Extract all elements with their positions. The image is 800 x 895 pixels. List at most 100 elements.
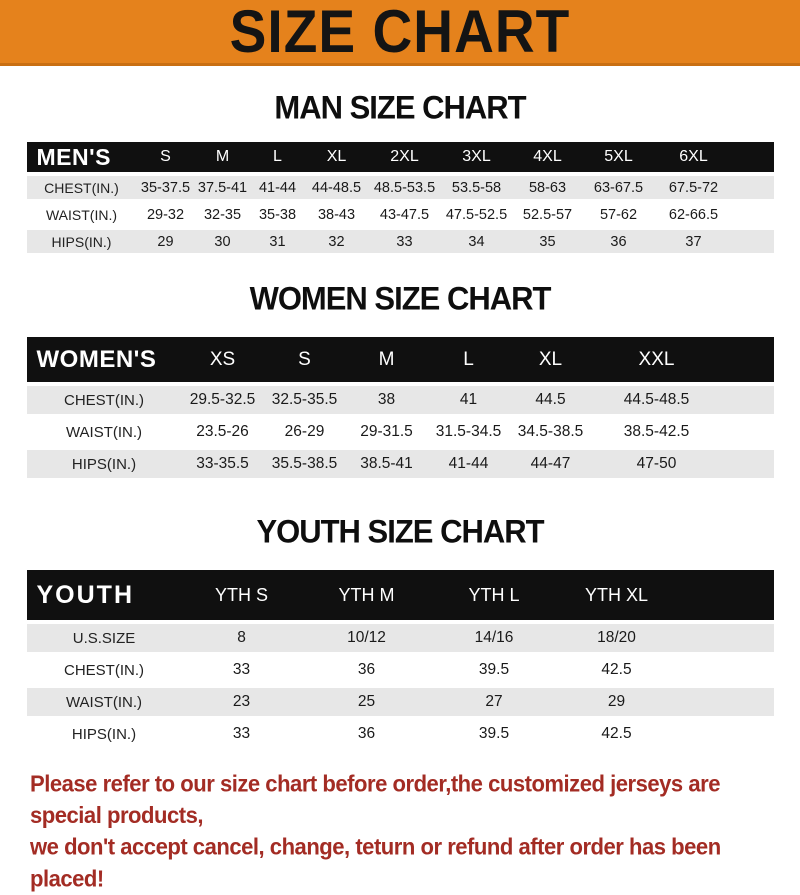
cell: 47.5-52.5 — [440, 203, 513, 226]
row-label: CHEST(IN.) — [26, 176, 137, 199]
cell-filler — [732, 230, 774, 253]
cell: 63-67.5 — [582, 176, 655, 199]
women-size-col-s: S — [263, 337, 346, 382]
men-size-col-s: S — [136, 142, 195, 172]
cell: 35 — [512, 230, 583, 253]
cell: 36 — [301, 656, 432, 684]
men-size-col-3xl: 3XL — [440, 142, 513, 172]
page-title: SIZE CHART — [229, 0, 571, 66]
cell-filler — [721, 386, 774, 414]
cell: 37.5-41 — [194, 176, 251, 199]
women-waist-row: WAIST(IN.) 23.5-26 26-29 29-31.5 31.5-34… — [26, 418, 774, 446]
cell: 37 — [654, 230, 733, 253]
cell: 35.5-38.5 — [263, 450, 346, 478]
cell: 38 — [345, 386, 428, 414]
men-size-col-2xl: 2XL — [368, 142, 441, 172]
cell: 29-32 — [136, 203, 195, 226]
cell-filler — [676, 720, 774, 748]
youth-waist-row: WAIST(IN.) 23 25 27 29 — [26, 688, 774, 716]
men-size-col-6xl: 6XL — [654, 142, 733, 172]
women-size-table: WOMEN'S XS S M L XL XXL CHEST(IN.) 29.5-… — [26, 333, 774, 482]
cell: 30 — [194, 230, 251, 253]
cell: 43-47.5 — [368, 203, 441, 226]
youth-header-filler — [676, 570, 774, 620]
cell: 23 — [181, 688, 302, 716]
banner: SIZE CHART — [0, 0, 800, 66]
men-hips-row: HIPS(IN.) 29 30 31 32 33 34 35 36 37 — [26, 230, 774, 253]
men-size-table: MEN'S S M L XL 2XL 3XL 4XL 5XL 6XL CHEST… — [26, 138, 774, 257]
row-label: WAIST(IN.) — [26, 418, 182, 446]
cell: 31 — [250, 230, 305, 253]
cell: 32 — [304, 230, 369, 253]
cell: 38.5-41 — [345, 450, 428, 478]
cell: 38.5-42.5 — [591, 418, 722, 446]
men-size-col-5xl: 5XL — [582, 142, 655, 172]
cell: 36 — [301, 720, 432, 748]
cell: 44.5-48.5 — [591, 386, 722, 414]
cell: 29 — [136, 230, 195, 253]
disclaimer-line-2: we don't accept cancel, change, teturn o… — [30, 834, 721, 892]
youth-hips-row: HIPS(IN.) 33 36 39.5 42.5 — [26, 720, 774, 748]
cell: 39.5 — [431, 656, 557, 684]
cell-filler — [676, 688, 774, 716]
cell: 38-43 — [304, 203, 369, 226]
men-size-col-xl: XL — [304, 142, 369, 172]
women-size-col-m: M — [345, 337, 428, 382]
women-header-row: WOMEN'S XS S M L XL XXL — [26, 337, 774, 382]
men-header-row: MEN'S S M L XL 2XL 3XL 4XL 5XL 6XL — [26, 142, 774, 172]
row-label: WAIST(IN.) — [26, 688, 182, 716]
cell: 34.5-38.5 — [509, 418, 592, 446]
cell: 67.5-72 — [654, 176, 733, 199]
men-section-title: MAN SIZE CHART — [274, 89, 526, 126]
row-label: U.S.SIZE — [26, 624, 182, 652]
women-header-filler — [721, 337, 774, 382]
order-disclaimer: Please refer to our size chart before or… — [30, 768, 785, 895]
cell-filler — [721, 450, 774, 478]
cell: 53.5-58 — [440, 176, 513, 199]
women-size-col-xs: XS — [181, 337, 264, 382]
cell-filler — [721, 418, 774, 446]
youth-size-col-l: YTH L — [431, 570, 557, 620]
men-waist-row: WAIST(IN.) 29-32 32-35 35-38 38-43 43-47… — [26, 203, 774, 226]
cell: 47-50 — [591, 450, 722, 478]
cell-filler — [676, 624, 774, 652]
cell: 32.5-35.5 — [263, 386, 346, 414]
cell: 48.5-53.5 — [368, 176, 441, 199]
cell: 8 — [181, 624, 302, 652]
youth-header-label: YOUTH — [26, 570, 182, 620]
men-size-col-l: L — [250, 142, 305, 172]
youth-size-col-xl: YTH XL — [556, 570, 677, 620]
men-header-filler — [732, 142, 774, 172]
cell: 29.5-32.5 — [181, 386, 264, 414]
youth-section-title: YOUTH SIZE CHART — [256, 513, 544, 550]
cell: 42.5 — [556, 656, 677, 684]
cell: 36 — [582, 230, 655, 253]
cell: 42.5 — [556, 720, 677, 748]
cell: 29-31.5 — [345, 418, 428, 446]
cell: 14/16 — [431, 624, 557, 652]
cell: 41 — [427, 386, 510, 414]
men-size-col-m: M — [194, 142, 251, 172]
cell: 35-37.5 — [136, 176, 195, 199]
cell: 58-63 — [512, 176, 583, 199]
cell: 26-29 — [263, 418, 346, 446]
women-size-col-xl: XL — [509, 337, 592, 382]
women-section-title: WOMEN SIZE CHART — [249, 280, 552, 317]
cell: 33 — [181, 720, 302, 748]
youth-chest-row: CHEST(IN.) 33 36 39.5 42.5 — [26, 656, 774, 684]
row-label: HIPS(IN.) — [26, 450, 182, 478]
row-label: HIPS(IN.) — [26, 230, 137, 253]
cell: 57-62 — [582, 203, 655, 226]
cell-filler — [732, 176, 774, 199]
cell: 39.5 — [431, 720, 557, 748]
women-chest-row: CHEST(IN.) 29.5-32.5 32.5-35.5 38 41 44.… — [26, 386, 774, 414]
women-hips-row: HIPS(IN.) 33-35.5 35.5-38.5 38.5-41 41-4… — [26, 450, 774, 478]
cell: 34 — [440, 230, 513, 253]
cell: 35-38 — [250, 203, 305, 226]
cell: 32-35 — [194, 203, 251, 226]
cell: 27 — [431, 688, 557, 716]
youth-header-row: YOUTH YTH S YTH M YTH L YTH XL — [26, 570, 774, 620]
cell: 33 — [181, 656, 302, 684]
cell: 44-47 — [509, 450, 592, 478]
